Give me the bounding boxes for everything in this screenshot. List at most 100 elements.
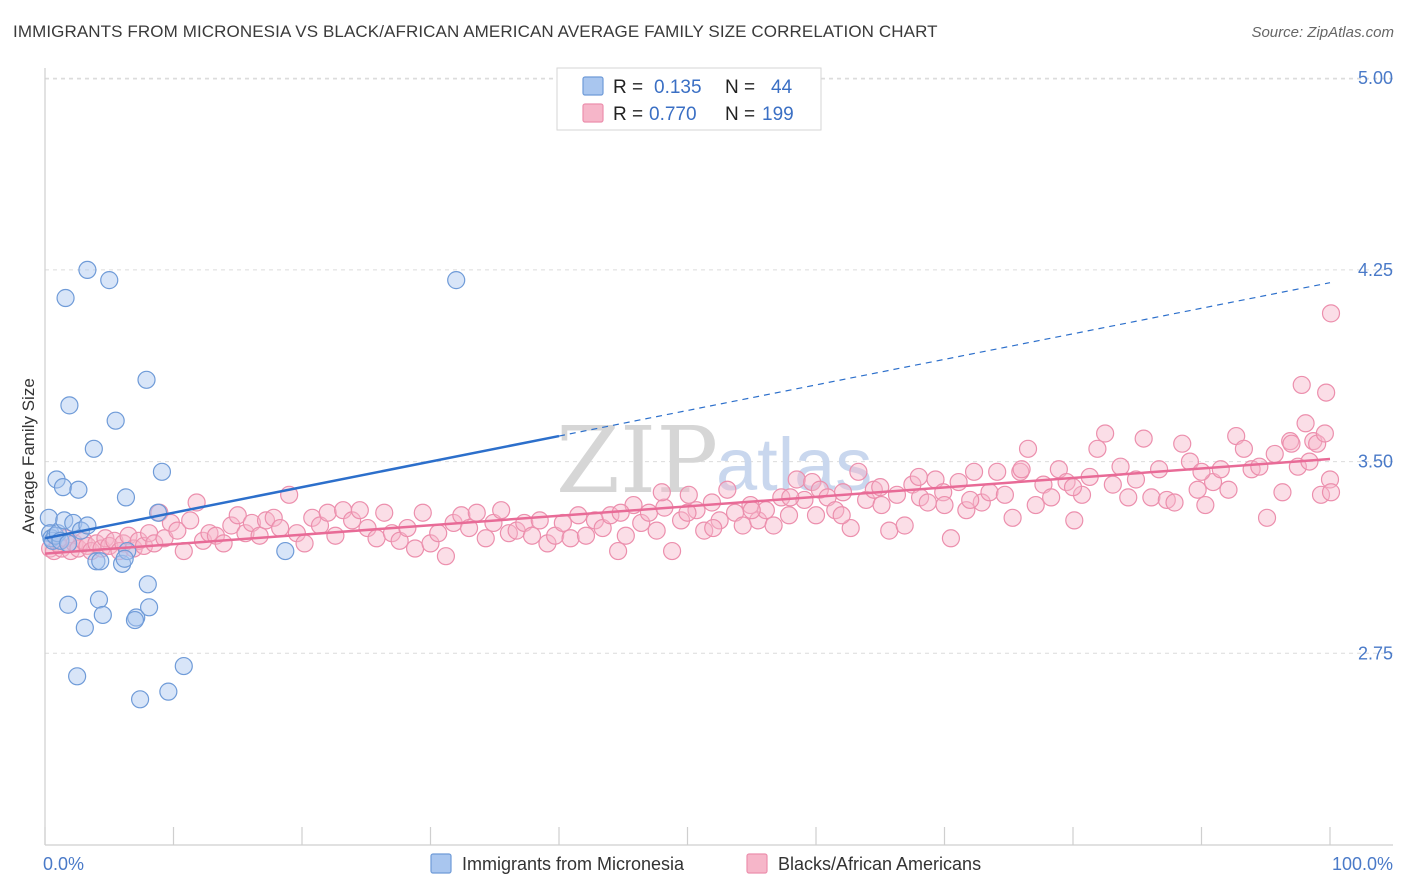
black-point-136	[1003, 508, 1022, 527]
legend-swatch-black	[582, 103, 604, 123]
black-point-138	[1018, 439, 1038, 458]
micronesia-point-39	[130, 690, 150, 709]
black-point-76	[538, 534, 557, 553]
legend-n-label-micronesia: N =	[725, 77, 755, 98]
black-point-179	[935, 495, 954, 515]
black-point-192	[652, 483, 671, 502]
black-point-49	[326, 526, 345, 545]
trendlines	[44, 282, 1331, 555]
watermark: ZIP atlas	[556, 407, 872, 514]
micronesia-point-17	[100, 271, 119, 290]
black-point-94	[679, 485, 698, 504]
legend-n-label-black: N =	[725, 104, 755, 125]
legend-swatch-micronesia	[582, 76, 604, 96]
black-point-90	[647, 521, 666, 540]
micronesia-point-21	[137, 370, 156, 389]
black-point-86	[616, 526, 635, 545]
black-point-151	[1119, 488, 1138, 507]
micronesia-points	[39, 260, 466, 709]
black-point-168	[1250, 457, 1269, 476]
micronesia-point-20	[106, 411, 125, 430]
black-point-161	[1196, 495, 1215, 515]
black-point-105	[764, 516, 783, 535]
black-point-132	[972, 493, 991, 512]
black-point-160	[1188, 480, 1207, 499]
black-point-36	[228, 506, 247, 525]
micronesia-point-19	[84, 439, 103, 458]
micronesia-point-13	[53, 478, 73, 497]
black-point-28	[174, 541, 193, 561]
black-point-108	[787, 470, 806, 489]
black-point-20	[129, 531, 148, 550]
black-point-44	[287, 524, 306, 543]
black-point-59	[405, 539, 425, 558]
black-point-60	[413, 503, 432, 522]
legend-n-value-black: 199	[762, 104, 794, 125]
black-point-166	[1234, 439, 1254, 458]
black-point-27	[168, 521, 187, 540]
black-point-120	[880, 521, 899, 540]
black-point-178	[806, 506, 826, 525]
black-point-35	[222, 516, 241, 535]
source-credit: Source: ZipAtlas.com	[1251, 24, 1394, 41]
micronesia-point-37	[68, 667, 87, 686]
black-point-189	[1321, 483, 1341, 502]
y-tick-label-3.50: 3.50	[1358, 452, 1393, 472]
black-point-67	[467, 503, 486, 522]
micronesia-point-14	[69, 480, 88, 499]
bottom-legend-swatch-micronesia	[430, 853, 452, 874]
black-point-75	[530, 511, 549, 530]
black-point-85	[609, 541, 628, 561]
micronesia-point-23	[148, 503, 168, 522]
bottom-legend-label-black: Blacks/African Americans	[778, 854, 981, 874]
black-point-45	[295, 534, 314, 553]
black-point-144	[1065, 511, 1084, 530]
black-point-169	[1257, 508, 1277, 527]
y-tick-label-2.75: 2.75	[1358, 643, 1393, 663]
black-point-121	[887, 485, 907, 504]
black-point-68	[476, 529, 495, 548]
black-point-128	[941, 529, 961, 548]
micronesia-point-34	[125, 610, 145, 630]
black-point-183	[1292, 375, 1311, 395]
black-point-174	[1296, 414, 1315, 433]
micronesia-point-32	[93, 605, 112, 625]
micronesia-point-29	[138, 575, 157, 594]
black-point-62	[429, 524, 448, 543]
black-point-114	[833, 483, 853, 502]
black-point-54	[367, 529, 386, 548]
black-point-51	[343, 511, 362, 530]
stats-legend: R = 0.135 N = 44 R = 0.770 N = 199	[556, 67, 822, 131]
black-point-181	[1192, 462, 1211, 481]
black-point-92	[662, 541, 682, 561]
black-point-199	[961, 490, 980, 510]
black-point-116	[849, 462, 868, 481]
micronesia-point-38	[174, 656, 193, 676]
black-point-164	[1219, 480, 1238, 499]
black-point-184	[1317, 383, 1336, 402]
black-point-61	[421, 534, 440, 553]
black-point-177	[678, 503, 697, 522]
micronesia-point-43	[115, 549, 134, 568]
black-point-148	[1096, 424, 1115, 443]
black-point-149	[1103, 475, 1122, 494]
black-point-198	[909, 467, 928, 487]
micronesia-point-26	[91, 552, 110, 571]
micronesia-point-0	[39, 508, 58, 527]
black-point-187	[1308, 434, 1327, 453]
legend-n-value-micronesia: 44	[771, 77, 793, 98]
black-point-150	[1111, 457, 1130, 476]
black-point-130	[957, 501, 976, 520]
black-point-188	[1315, 424, 1334, 443]
micronesia-point-16	[78, 260, 97, 279]
black-point-157	[1165, 493, 1184, 512]
black-point-154	[1142, 488, 1161, 507]
series-legend: Immigrants from Micronesia Blacks/Africa…	[430, 853, 981, 874]
black-point-163	[1211, 460, 1230, 479]
black-point-158	[1173, 434, 1192, 453]
black-point-153	[1134, 429, 1153, 448]
black-point-119	[872, 495, 891, 515]
bottom-legend-label-micronesia: Immigrants from Micronesia	[462, 854, 685, 874]
legend-r-label-black: R =	[613, 104, 643, 125]
